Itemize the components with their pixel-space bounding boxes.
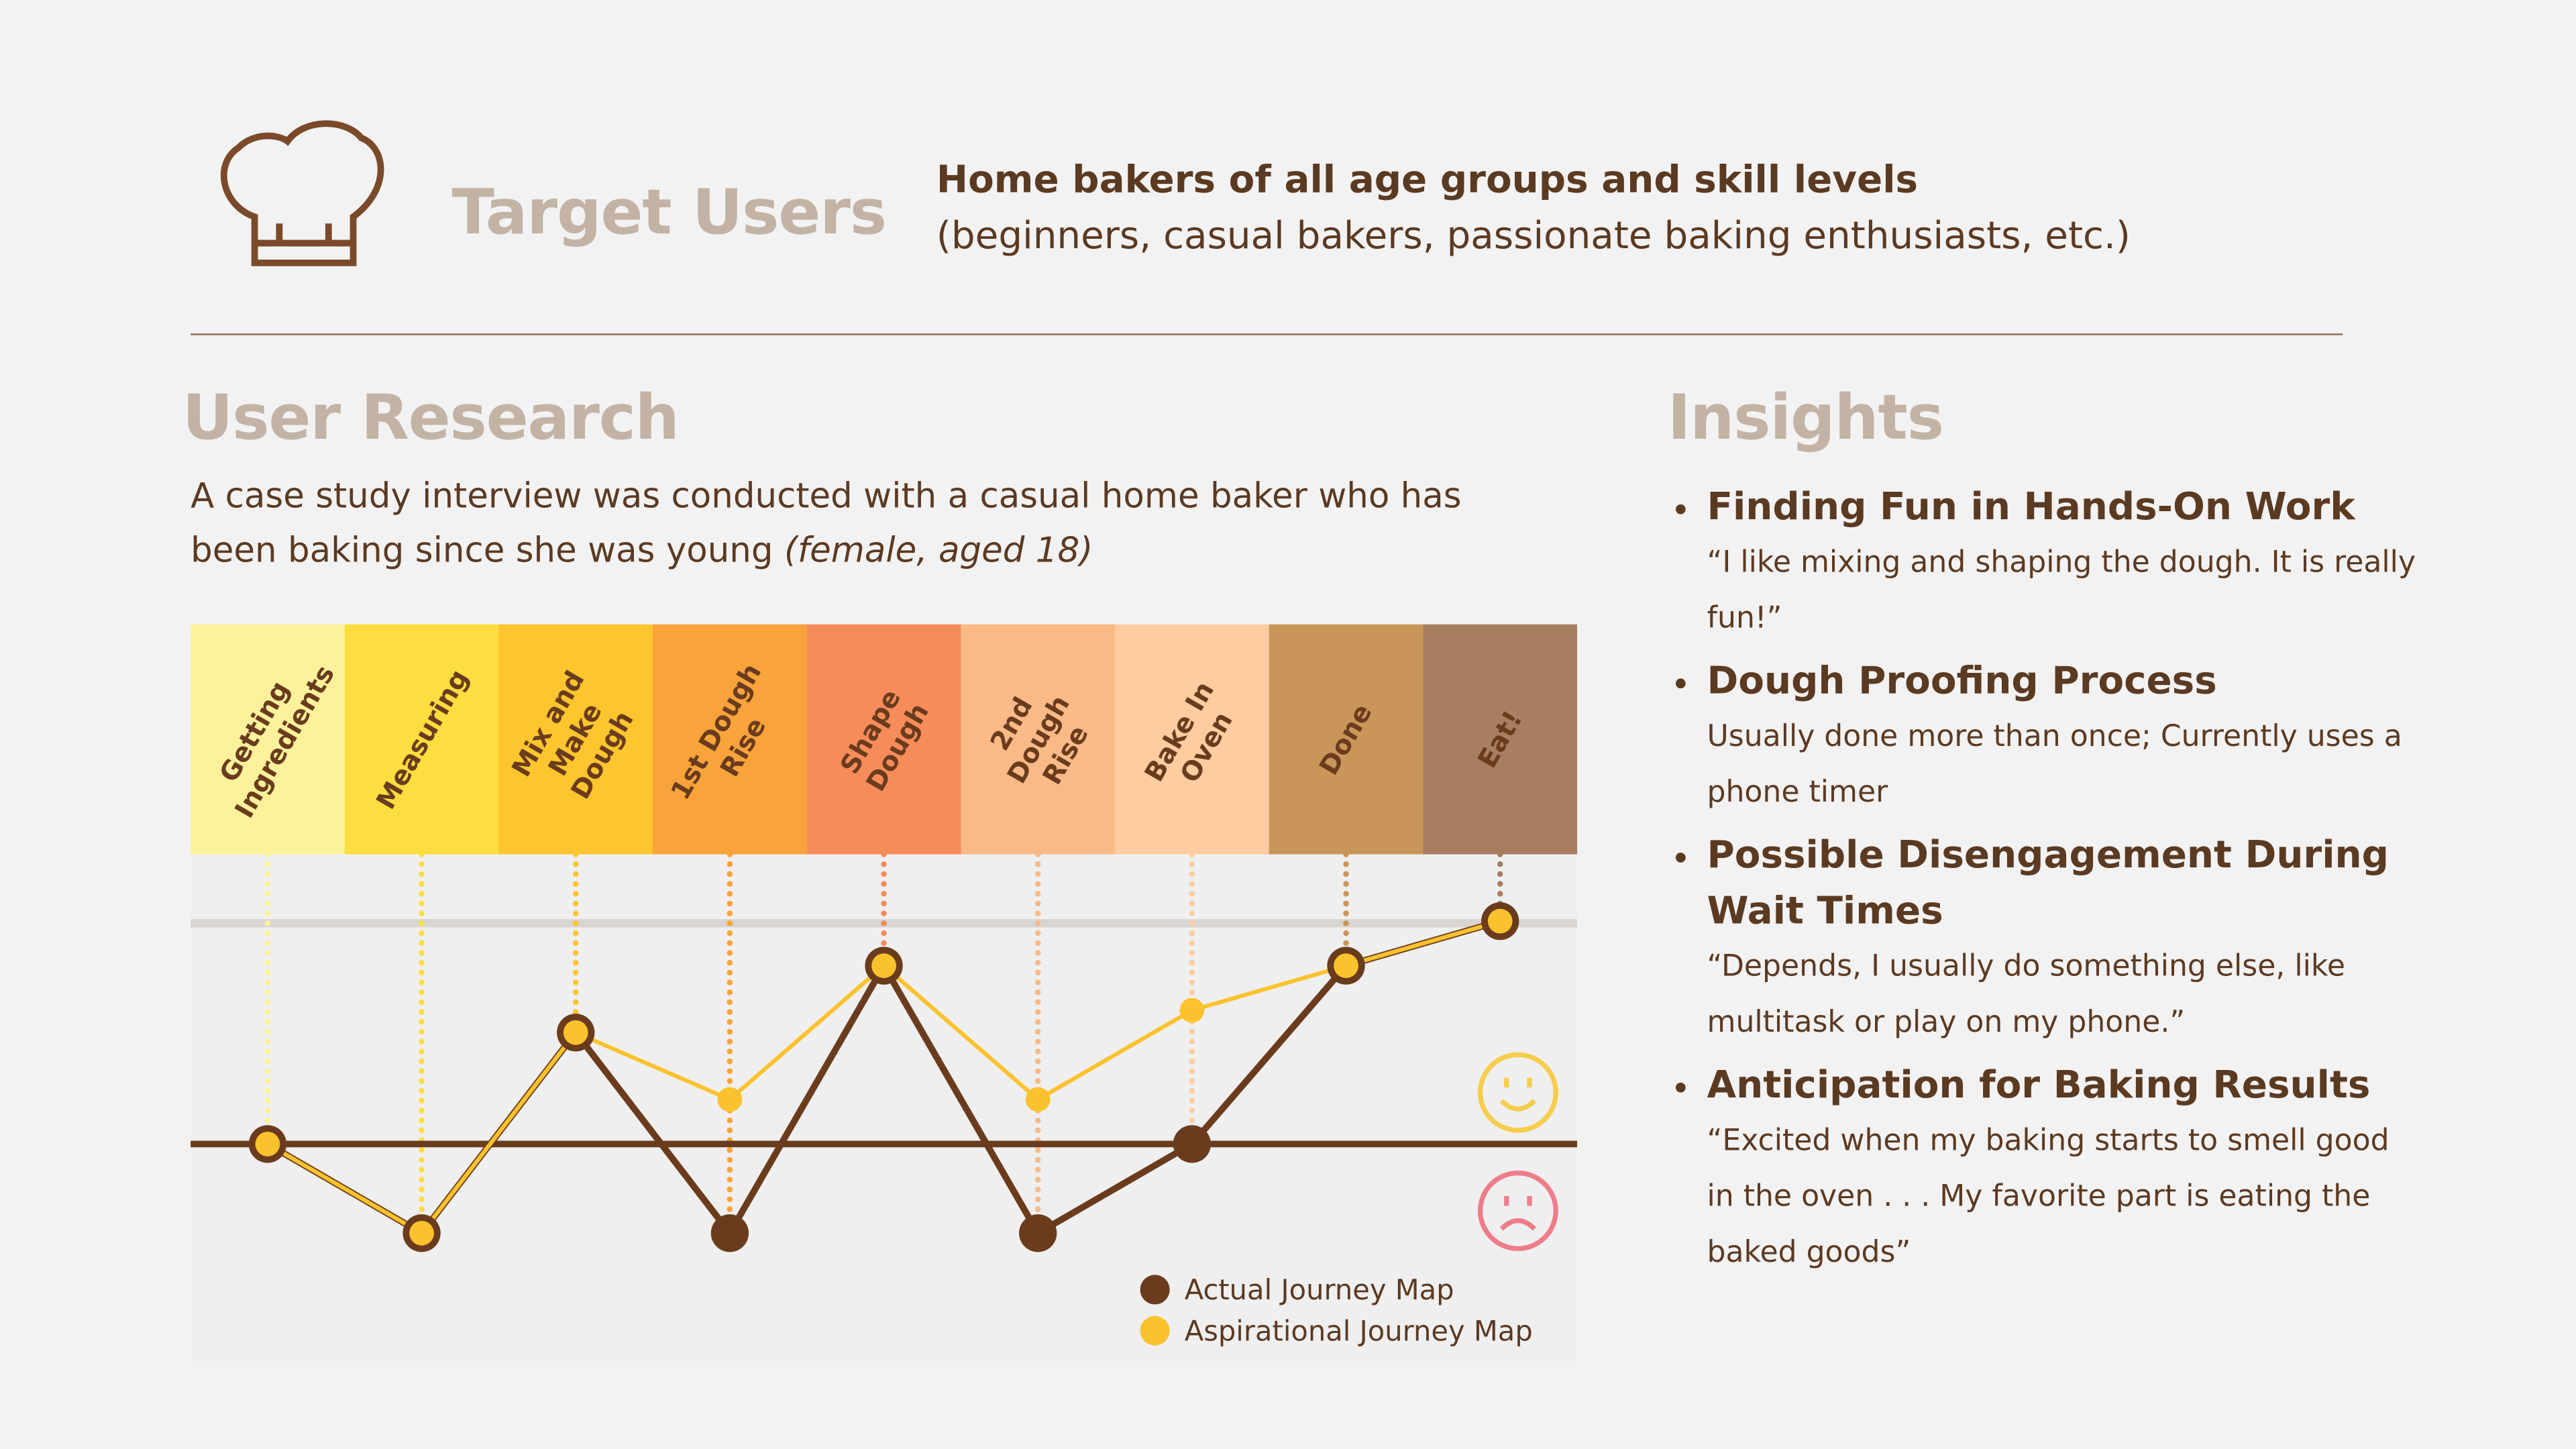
- stage-header: [806, 624, 962, 855]
- sad-face: [1477, 1170, 1558, 1251]
- series-point: [1179, 998, 1205, 1023]
- stage-header: [1115, 624, 1270, 855]
- stage-header: [961, 624, 1116, 855]
- insight: Possible Disengagement During Wait Times…: [1707, 828, 2424, 1051]
- series-point: [1019, 1214, 1057, 1252]
- stage-header: [498, 624, 654, 855]
- insight: Finding Fun in Hands-On Work “I like mixi…: [1707, 480, 2424, 647]
- section-title: Target Users: [451, 176, 887, 248]
- series-point: [871, 953, 896, 978]
- insight: Anticipation for Baking Results “Excited …: [1707, 1058, 2424, 1281]
- headline: Home bakers of all age groups and skill …: [936, 159, 1919, 203]
- series-point: [1025, 1087, 1051, 1112]
- insights: Insights Finding Fun in Hands-On Work “I …: [1668, 381, 2424, 1288]
- insight-text: “Excited when my baking starts to smell …: [1707, 1124, 2390, 1271]
- insight-text: “Depends, I usually do something else, l…: [1707, 949, 2345, 1040]
- stage-header: [1269, 624, 1424, 855]
- legend-label: Actual Journey Map: [1185, 1273, 1454, 1306]
- insight-list: Finding Fun in Hands-On Work “I like mixi…: [1668, 480, 2424, 1281]
- section-title: Insights: [1667, 381, 1944, 453]
- stage-header: [653, 624, 808, 855]
- journey-map: Actual Journey Map Aspirational Journey M…: [191, 624, 1578, 1367]
- insight-heading: Dough Proofing Process: [1707, 660, 2217, 704]
- happy-face: [1477, 1052, 1558, 1133]
- series-point: [1487, 908, 1513, 934]
- divider: [191, 333, 2343, 335]
- description: A case study interview was conducted wit…: [191, 470, 1505, 578]
- section-title: User Research: [182, 381, 680, 453]
- series-point: [1173, 1125, 1212, 1163]
- legend-swatch: [1140, 1316, 1170, 1346]
- description-text: A case study interview was conducted wit…: [191, 476, 1462, 570]
- insight: Dough Proofing Process Usually done more …: [1707, 654, 2424, 822]
- insight-heading: Possible Disengagement During Wait Times: [1707, 835, 2389, 934]
- note: (female, aged 18): [784, 531, 1093, 570]
- series-point: [563, 1020, 588, 1045]
- series-point: [255, 1131, 280, 1157]
- stage-header: [344, 624, 500, 855]
- series-point: [409, 1220, 434, 1246]
- insight-heading: Finding Fun in Hands-On Work: [1707, 486, 2355, 529]
- legend-swatch: [1140, 1275, 1170, 1305]
- legend-label: Aspirational Journey Map: [1185, 1314, 1533, 1347]
- insight-text: Usually done more than once; Currently u…: [1707, 719, 2402, 810]
- insight-heading: Anticipation for Baking Results: [1707, 1064, 2371, 1108]
- series-point: [717, 1087, 743, 1112]
- stage-header: [1423, 624, 1578, 855]
- series-point: [1334, 953, 1358, 978]
- stage-header: [191, 624, 345, 855]
- chef-hat-icon: [220, 120, 384, 266]
- insight-text: “I like mixing and shaping the dough. It…: [1707, 545, 2416, 636]
- detail: (beginners, casual bakers, passionate ba…: [936, 215, 2131, 258]
- series-point: [710, 1214, 749, 1252]
